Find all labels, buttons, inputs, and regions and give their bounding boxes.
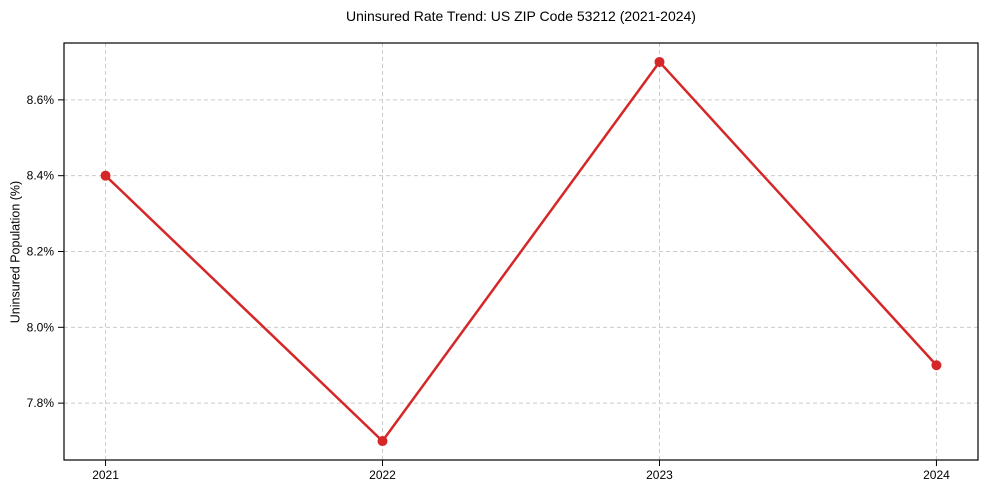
trend-line [104, 60, 938, 443]
x-tick-label: 2023 [646, 468, 673, 482]
x-tick-label: 2022 [369, 468, 396, 482]
x-tick-label: 2021 [92, 468, 119, 482]
plot-border [63, 42, 979, 461]
data-point-marker [377, 436, 388, 447]
data-point-marker [654, 56, 665, 67]
x-tick-label: 2024 [923, 468, 950, 482]
y-tick-label: 8.2% [27, 245, 55, 259]
axes-layer: 2021 2022 2023 2024 7.8% 8.0% 8.2% 8.4% 8.6% [27, 42, 979, 482]
y-tick-label: 7.8% [27, 396, 55, 410]
data-point-marker [100, 170, 111, 181]
y-tick-label: 8.4% [27, 169, 55, 183]
y-tick-label: 8.0% [27, 320, 55, 334]
chart-title: Uninsured Rate Trend: US ZIP Code 53212 … [346, 8, 696, 24]
series-layer [100, 56, 942, 447]
data-point-marker [931, 360, 942, 371]
y-tick-label: 8.6% [27, 93, 55, 107]
